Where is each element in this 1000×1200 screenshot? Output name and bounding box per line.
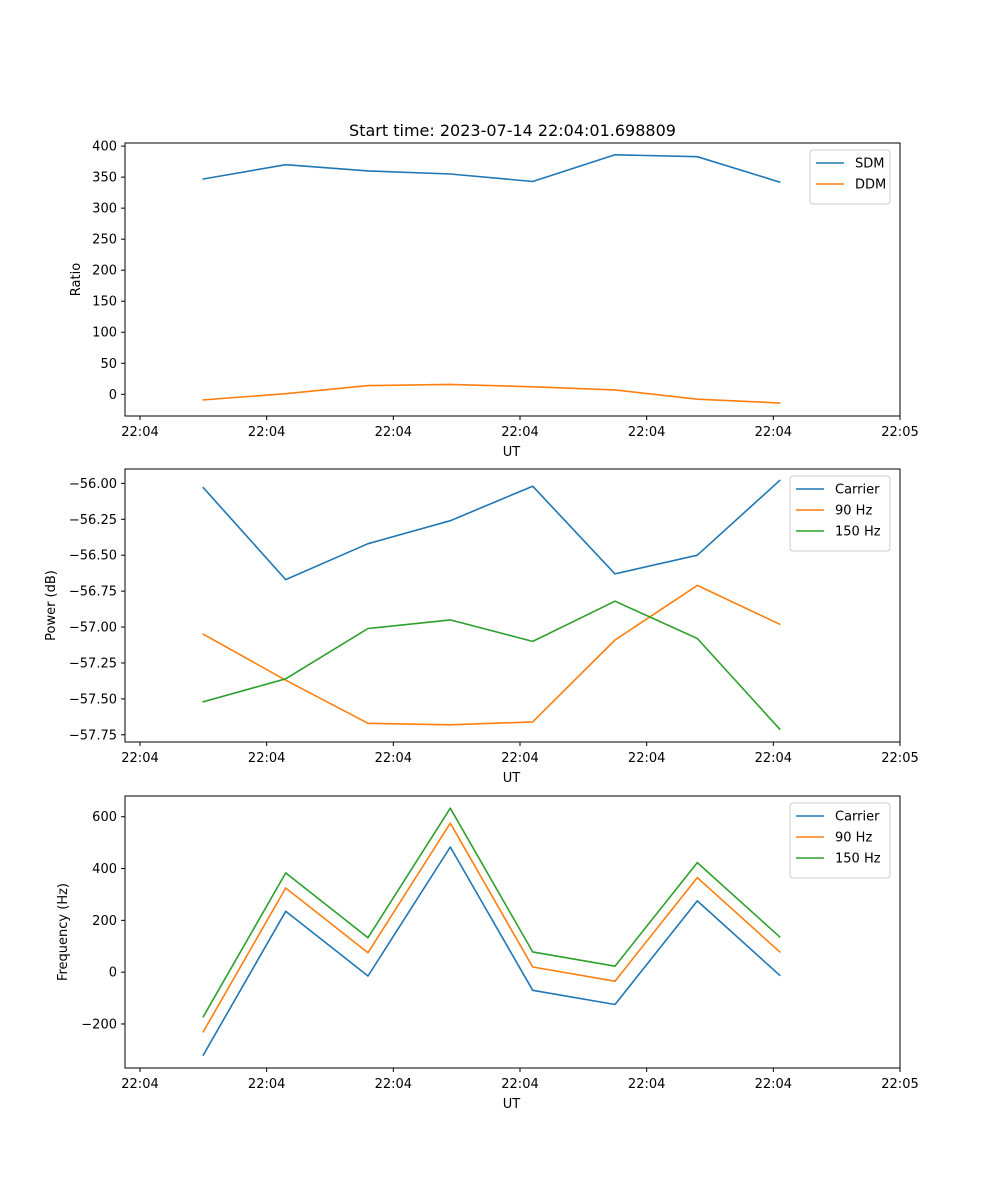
y-tick-label: −56.50	[69, 549, 117, 564]
legend: Carrier 90 Hz 150 Hz	[789, 475, 891, 552]
series-line-carrier	[202, 479, 781, 581]
axes-frame	[124, 142, 901, 417]
x-tick-label: 22:04	[248, 751, 285, 766]
x-tick-label: 22:04	[375, 425, 412, 440]
x-tick-label: 22:04	[121, 751, 158, 766]
y-tick-label: −200	[81, 1017, 117, 1032]
y-tick-label: 200	[92, 264, 117, 279]
y-axis-label: Power (dB)	[44, 570, 59, 641]
legend-label: 150 Hz	[835, 525, 881, 540]
y-tick-label: −57.25	[69, 656, 117, 671]
legend-box	[789, 475, 891, 552]
legend-label: Carrier	[835, 810, 880, 825]
y-tick-label: 0	[109, 388, 117, 403]
y-tick-label: 50	[100, 357, 117, 372]
x-tick-label: 22:04	[248, 1077, 285, 1092]
chart-title: Start time: 2023-07-14 22:04:01.698809	[349, 121, 676, 140]
legend-label: 90 Hz	[835, 831, 872, 846]
x-tick-label: 22:04	[121, 1077, 158, 1092]
legend-label: SDM	[855, 157, 884, 172]
y-tick-label: −57.50	[69, 692, 117, 707]
x-tick-label: 22:04	[375, 1077, 412, 1092]
axes-frame	[124, 795, 901, 1069]
x-tick-label: 22:04	[501, 425, 538, 440]
chart-1: 22:04 22:04 22:04 22:04 22:04 22:04 22:05 0 50 10…	[69, 121, 919, 460]
legend-label: Carrier	[835, 483, 880, 498]
x-axis-label: UT	[503, 1097, 521, 1112]
legend: Carrier 90 Hz 150 Hz	[789, 802, 891, 879]
y-axis-label: Ratio	[69, 263, 84, 296]
y-tick-label: −57.00	[69, 621, 117, 636]
y-tick-label: 350	[92, 171, 117, 186]
legend-label: 150 Hz	[835, 852, 881, 867]
series-line-carrier	[202, 846, 781, 1057]
legend-label: DDM	[855, 178, 886, 193]
x-tick-label: 22:04	[375, 751, 412, 766]
x-tick-label: 22:04	[501, 1077, 538, 1092]
x-axis-label: UT	[503, 445, 521, 460]
series-line-90-hz	[202, 584, 781, 726]
series-line-sdm	[202, 154, 781, 184]
series-line-90-hz	[202, 822, 781, 1033]
y-tick-label: 400	[92, 862, 117, 877]
legend-label: 90 Hz	[835, 504, 872, 519]
y-tick-label: 100	[92, 326, 117, 341]
legend-box	[789, 802, 891, 879]
x-tick-label: 22:04	[755, 751, 792, 766]
y-tick-label: 250	[92, 233, 117, 248]
x-tick-label: 22:04	[501, 751, 538, 766]
axes-frame	[124, 468, 901, 743]
series-line-150-hz	[202, 807, 781, 1018]
chart-2: 22:04 22:04 22:04 22:04 22:04 22:04 22:05 −56.0…	[44, 468, 919, 786]
y-tick-label: 200	[92, 914, 117, 929]
y-tick-label: 0	[109, 966, 117, 981]
y-tick-label: 150	[92, 295, 117, 310]
y-tick-label: 300	[92, 202, 117, 217]
series-line-150-hz	[202, 600, 781, 731]
y-tick-label: −56.00	[69, 477, 117, 492]
legend: SDM DDM	[809, 149, 891, 205]
y-tick-label: 600	[92, 810, 117, 825]
x-tick-label: 22:04	[755, 1077, 792, 1092]
y-tick-label: −56.75	[69, 585, 117, 600]
x-tick-label: 22:04	[628, 425, 665, 440]
series-line-ddm	[202, 383, 781, 404]
x-tick-label: 22:05	[881, 751, 918, 766]
x-tick-label: 22:04	[755, 425, 792, 440]
x-tick-label: 22:04	[628, 751, 665, 766]
y-tick-label: −57.75	[69, 728, 117, 743]
chart-3: 22:04 22:04 22:04 22:04 22:04 22:04 22:05 −200 0…	[56, 795, 919, 1112]
x-tick-label: 22:04	[628, 1077, 665, 1092]
x-axis-label: UT	[503, 771, 521, 786]
x-tick-label: 22:05	[881, 1077, 918, 1092]
x-tick-label: 22:04	[121, 425, 158, 440]
x-tick-label: 22:04	[248, 425, 285, 440]
x-tick-label: 22:05	[881, 425, 918, 440]
y-tick-label: 400	[92, 140, 117, 155]
y-tick-label: −56.25	[69, 513, 117, 528]
y-axis-label: Frequency (Hz)	[56, 883, 71, 981]
